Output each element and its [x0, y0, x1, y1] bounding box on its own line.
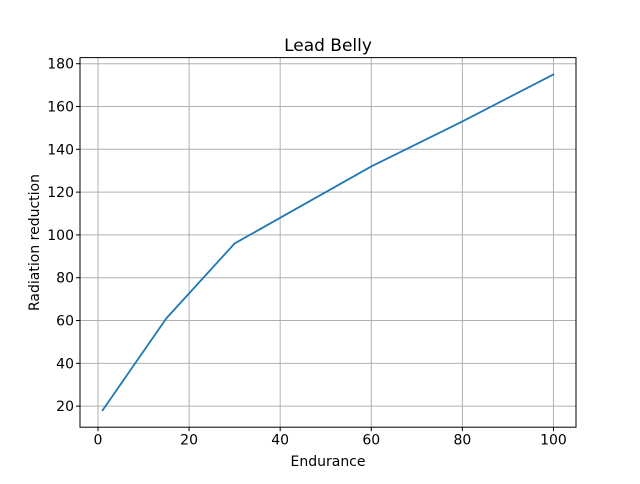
x-axis-label: Endurance	[291, 454, 366, 470]
x-tick-label: 40	[271, 433, 289, 449]
x-tick-label: 60	[362, 433, 380, 449]
y-tick-label: 60	[56, 314, 74, 330]
y-tick-label: 120	[47, 185, 74, 201]
plot-area-border	[79, 57, 577, 428]
x-tick-label: 100	[540, 433, 567, 449]
y-tick-label: 20	[56, 399, 74, 415]
x-tick-label: 20	[180, 433, 198, 449]
x-tick-label: 0	[94, 433, 103, 449]
y-tick-label: 40	[56, 356, 74, 372]
data-line	[101, 73, 555, 412]
y-tick-label: 140	[47, 142, 74, 158]
tick-label-layer: 0 20 40 60 80 100 20 40 60 80 100 120 140 160 180	[47, 57, 567, 449]
y-tick-label: 160	[47, 100, 74, 116]
x-tick-label: 80	[453, 433, 471, 449]
y-tick-label: 100	[47, 228, 74, 244]
y-axis-label: Radiation reduction	[27, 174, 43, 311]
series-layer	[101, 73, 555, 412]
grid-layer	[80, 57, 576, 428]
y-tick-label: 180	[47, 57, 74, 73]
tick-layer	[76, 63, 554, 432]
y-tick-label: 80	[56, 271, 74, 287]
chart-title: Lead Belly	[284, 36, 372, 56]
